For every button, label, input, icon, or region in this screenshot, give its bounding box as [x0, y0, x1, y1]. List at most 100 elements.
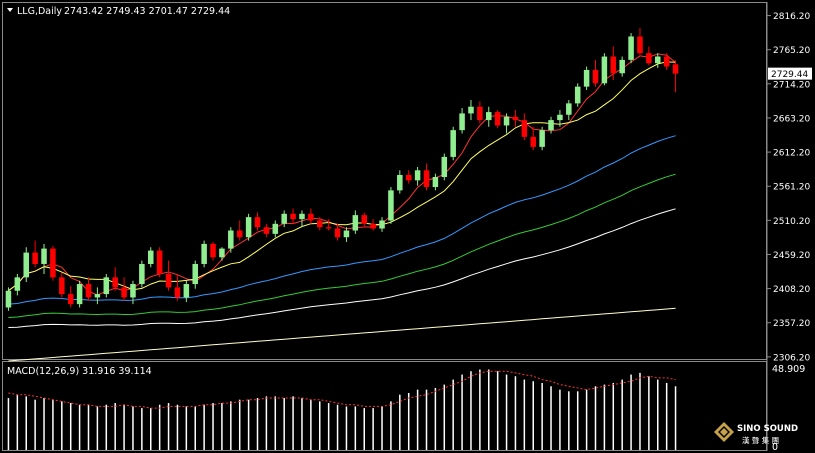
- candle-body: [414, 170, 421, 181]
- candle-body: [343, 230, 350, 238]
- price-tick-label: 2561.20: [773, 183, 810, 193]
- candle[interactable]: [281, 210, 287, 228]
- candle[interactable]: [646, 46, 652, 66]
- candle-body: [512, 116, 519, 121]
- candle[interactable]: [503, 113, 510, 134]
- candle[interactable]: [139, 260, 145, 288]
- candle[interactable]: [583, 66, 590, 90]
- candle[interactable]: [263, 223, 270, 238]
- candle[interactable]: [539, 126, 545, 151]
- candle[interactable]: [566, 100, 572, 121]
- moving-averages: [8, 53, 676, 362]
- candle[interactable]: [290, 208, 296, 224]
- candle[interactable]: [236, 220, 243, 241]
- candle-body: [379, 220, 385, 229]
- candle[interactable]: [592, 59, 599, 87]
- candle[interactable]: [557, 110, 563, 127]
- price-tick-label: 2459.20: [773, 251, 810, 261]
- candle[interactable]: [486, 106, 492, 127]
- candle[interactable]: [219, 247, 225, 261]
- candle-body: [192, 263, 198, 285]
- candle[interactable]: [183, 280, 190, 303]
- candle[interactable]: [370, 219, 376, 231]
- candle[interactable]: [414, 166, 421, 186]
- candle-body: [165, 274, 172, 288]
- candle[interactable]: [50, 245, 56, 281]
- candle-body: [494, 112, 501, 126]
- candle[interactable]: [432, 173, 439, 191]
- candle[interactable]: [112, 267, 118, 291]
- candle[interactable]: [628, 33, 634, 64]
- candle[interactable]: [130, 280, 136, 305]
- candle[interactable]: [156, 247, 163, 278]
- candle[interactable]: [361, 212, 367, 228]
- candle[interactable]: [459, 108, 465, 134]
- triangle-down-icon[interactable]: [7, 8, 13, 12]
- candle[interactable]: [85, 277, 92, 301]
- candle[interactable]: [308, 208, 314, 224]
- candle[interactable]: [619, 56, 625, 77]
- candle-body: [521, 120, 528, 137]
- candle[interactable]: [245, 213, 252, 241]
- candle[interactable]: [165, 260, 172, 291]
- candle[interactable]: [5, 287, 12, 311]
- candle[interactable]: [67, 286, 74, 308]
- candles[interactable]: [5, 27, 679, 311]
- candle[interactable]: [672, 60, 679, 93]
- candle[interactable]: [32, 240, 38, 268]
- candle-body: [272, 223, 279, 234]
- candle[interactable]: [148, 247, 154, 268]
- candle[interactable]: [317, 217, 323, 231]
- candle[interactable]: [610, 46, 617, 80]
- candle[interactable]: [41, 243, 47, 275]
- candle[interactable]: [94, 287, 101, 305]
- candle[interactable]: [663, 53, 670, 70]
- ma-blue-line: [8, 135, 676, 305]
- candle[interactable]: [192, 260, 198, 289]
- candle[interactable]: [423, 163, 430, 191]
- candle-body: [121, 287, 127, 298]
- candle[interactable]: [521, 113, 528, 141]
- candle[interactable]: [574, 83, 581, 107]
- candle[interactable]: [397, 170, 403, 194]
- candle[interactable]: [655, 53, 661, 68]
- candle[interactable]: [103, 274, 110, 298]
- candle[interactable]: [352, 210, 359, 234]
- candle[interactable]: [468, 100, 474, 121]
- candle[interactable]: [477, 101, 483, 124]
- candle[interactable]: [201, 240, 207, 268]
- candle[interactable]: [334, 223, 341, 241]
- candle[interactable]: [254, 212, 261, 231]
- candle[interactable]: [637, 27, 643, 57]
- candle[interactable]: [441, 153, 448, 181]
- candle[interactable]: [601, 53, 608, 86]
- candle[interactable]: [59, 272, 65, 298]
- candle[interactable]: [174, 274, 181, 301]
- candle-body: [254, 217, 261, 228]
- candle[interactable]: [23, 247, 29, 283]
- candle[interactable]: [512, 110, 519, 127]
- candle[interactable]: [388, 187, 394, 224]
- candle[interactable]: [405, 170, 412, 184]
- candle[interactable]: [450, 126, 456, 161]
- candle[interactable]: [228, 227, 234, 253]
- candle[interactable]: [530, 126, 536, 151]
- price-tick-label: 2714.20: [773, 80, 810, 90]
- candle[interactable]: [14, 274, 21, 296]
- candle[interactable]: [299, 210, 305, 228]
- candle[interactable]: [548, 116, 554, 134]
- candle-body: [388, 190, 394, 221]
- candle-body: [245, 217, 252, 238]
- candle-body: [566, 103, 572, 115]
- candle[interactable]: [325, 219, 332, 231]
- candle[interactable]: [76, 280, 83, 308]
- candle-body: [574, 86, 581, 104]
- candle[interactable]: [121, 277, 127, 301]
- candle[interactable]: [379, 217, 385, 232]
- candle[interactable]: [272, 220, 279, 238]
- candle-body: [503, 116, 510, 126]
- candle[interactable]: [343, 227, 350, 242]
- candle[interactable]: [494, 110, 501, 129]
- candle[interactable]: [210, 241, 216, 261]
